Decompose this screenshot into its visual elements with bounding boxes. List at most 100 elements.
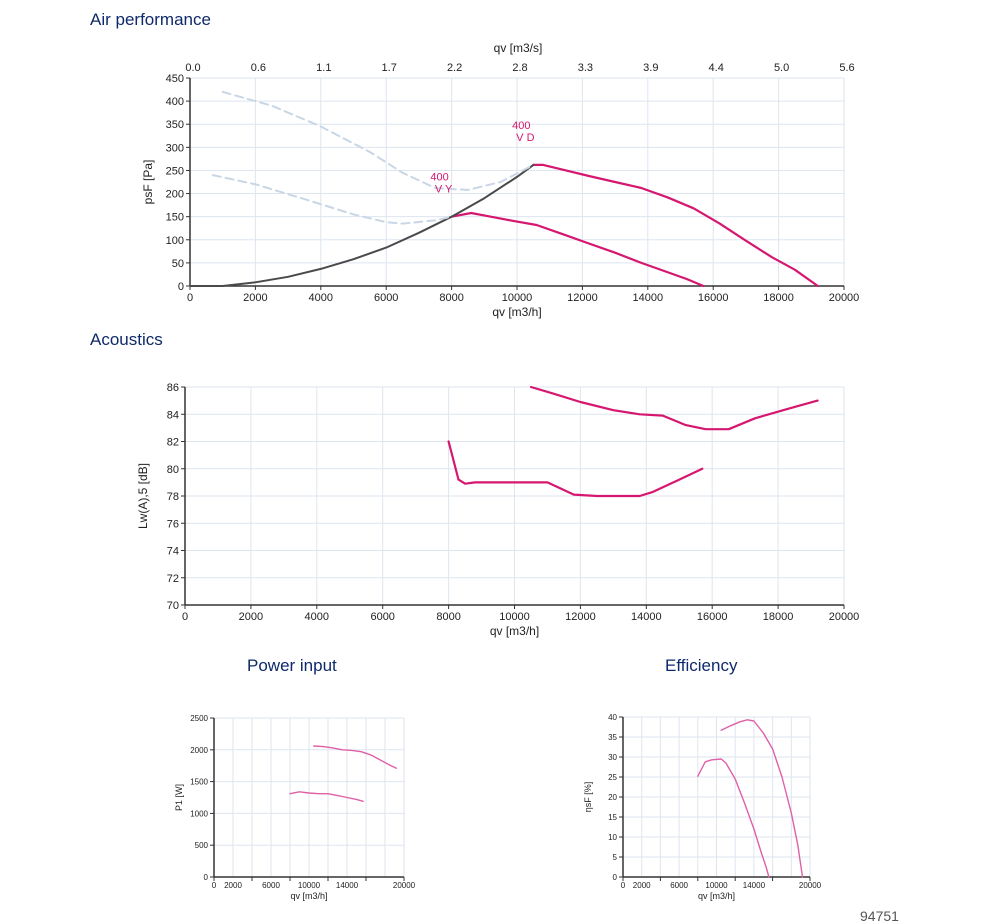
efficiency-title: Efficiency [665, 656, 738, 675]
x-tick-label: 4000 [309, 292, 333, 304]
x-tick-label: 6000 [670, 881, 688, 890]
x-tick-label: 12000 [565, 611, 596, 623]
curve-annotation: 400 [430, 172, 448, 184]
x2-tick-label: 1.7 [382, 62, 397, 74]
y-tick-label: 0 [204, 873, 209, 882]
y-tick-label: 400 [166, 96, 184, 108]
x-tick-label: 14000 [633, 292, 664, 304]
y-axis-label: psF [Pa] [141, 160, 155, 205]
series-line-400-v-d [720, 719, 804, 878]
x-tick-label: 0 [621, 881, 626, 890]
y-tick-label: 150 [166, 212, 184, 224]
y-tick-label: 82 [167, 437, 179, 449]
y-tick-label: 78 [167, 491, 179, 503]
y-tick-label: 35 [608, 733, 617, 742]
acoustics-title: Acoustics [90, 330, 163, 349]
x2-tick-label: 0.6 [251, 62, 266, 74]
x-tick-label: 2000 [224, 881, 242, 890]
x-tick-label: 12000 [567, 292, 598, 304]
y-tick-label: 300 [166, 142, 184, 154]
x-tick-label: 18000 [763, 611, 794, 623]
x-tick-label: 14000 [336, 881, 359, 890]
series-line-limit-lower [211, 174, 453, 225]
x-tick-label: 0 [187, 292, 193, 304]
curve-annotation: V D [516, 132, 534, 144]
x-tick-label: 20000 [799, 881, 822, 890]
x-tick-label: 18000 [763, 292, 794, 304]
x-tick-label: 10000 [499, 611, 530, 623]
x-tick-label: 10000 [502, 292, 533, 304]
curve-annotation: V Y [435, 184, 453, 196]
y-tick-label: 5 [613, 853, 618, 862]
x2-tick-label: 3.9 [643, 62, 658, 74]
x-tick-label: 2000 [633, 881, 651, 890]
y-tick-label: 30 [608, 753, 617, 762]
x-tick-label: 14000 [631, 611, 662, 623]
x-axis-label: qv [m3/h] [290, 891, 327, 901]
y-tick-label: 72 [167, 573, 179, 585]
x-tick-label: 20000 [829, 292, 860, 304]
chart-acoustics: 70 72 74 76 78 80 82 84 86 0 2000 4000 6000 8000 10000… [136, 382, 859, 638]
y-tick-label: 74 [167, 546, 179, 558]
series-line-system [189, 163, 535, 287]
x-tick-label: 10000 [298, 881, 321, 890]
y-tick-label: 200 [166, 189, 184, 201]
series-line-400-v-y [697, 758, 770, 878]
y-tick-label: 450 [166, 73, 184, 85]
y-tick-label: 86 [167, 382, 179, 394]
x-tick-label: 16000 [697, 611, 728, 623]
x2-tick-label: 3.3 [578, 62, 593, 74]
series-line-400-v-y [450, 211, 705, 288]
y-tick-label: 20 [608, 793, 617, 802]
y-axis-label: Lw(A),5 [dB] [136, 463, 150, 529]
series-line-400-v-y [447, 440, 704, 498]
x-tick-label: 6000 [370, 611, 394, 623]
y-tick-label: 2000 [190, 746, 208, 755]
x2-tick-label: 2.8 [512, 62, 527, 74]
series-line-400-v-y [289, 791, 364, 802]
x-tick-label: 6000 [374, 292, 398, 304]
x-tick-label: 20000 [829, 611, 860, 623]
y-tick-label: 15 [608, 813, 617, 822]
series-line-400-v-d [529, 385, 819, 431]
x2-tick-label: 0.0 [185, 62, 200, 74]
y-axis-label: ηsF [%] [583, 782, 593, 813]
x2-tick-label: 1.1 [316, 62, 331, 74]
y-tick-label: 84 [167, 409, 179, 421]
x-tick-label: 14000 [743, 881, 766, 890]
y-tick-label: 250 [166, 165, 184, 177]
chart-power: 0 500 1000 1500 2000 2500 0 2000 6000 10000 14000 2… [174, 714, 416, 901]
x-tick-label: 4000 [305, 611, 329, 623]
y-tick-label: 0 [613, 873, 618, 882]
y-tick-label: 50 [172, 258, 184, 270]
x-tick-label: 10000 [705, 881, 728, 890]
y-tick-label: 100 [166, 235, 184, 247]
x-tick-label: 8000 [436, 611, 460, 623]
x-tick-label: 0 [182, 611, 188, 623]
footer-code: 94751 [860, 908, 899, 924]
x2-tick-label: 2.2 [447, 62, 462, 74]
x2-tick-label: 5.0 [774, 62, 789, 74]
air-performance-title: Air performance [90, 10, 211, 29]
x-tick-label: 0 [212, 881, 217, 890]
series-line-400-v-d [532, 163, 819, 288]
y-axis-label: P1 [W] [174, 784, 184, 811]
y-tick-label: 500 [195, 841, 209, 850]
x-tick-label: 2000 [243, 292, 267, 304]
chart-air: 0 50 100 150 200 250 300 350 400 450 0 2000 4000 6000… [141, 41, 859, 319]
y-tick-label: 40 [608, 713, 617, 722]
y-tick-label: 1500 [190, 778, 208, 787]
x2-tick-label: 4.4 [709, 62, 724, 74]
curve-annotation: 400 [512, 120, 530, 132]
y-tick-label: 25 [608, 773, 617, 782]
series-line-limit-upper [221, 90, 535, 191]
x2-tick-label: 5.6 [839, 62, 854, 74]
x-tick-label: 8000 [439, 292, 463, 304]
y-tick-label: 76 [167, 518, 179, 530]
x2-axis-label: qv [m3/s] [494, 41, 543, 55]
y-tick-label: 350 [166, 119, 184, 131]
x-axis-label: qv [m3/h] [490, 624, 539, 638]
series-line-400-v-d [313, 745, 398, 769]
x-tick-label: 6000 [262, 881, 280, 890]
